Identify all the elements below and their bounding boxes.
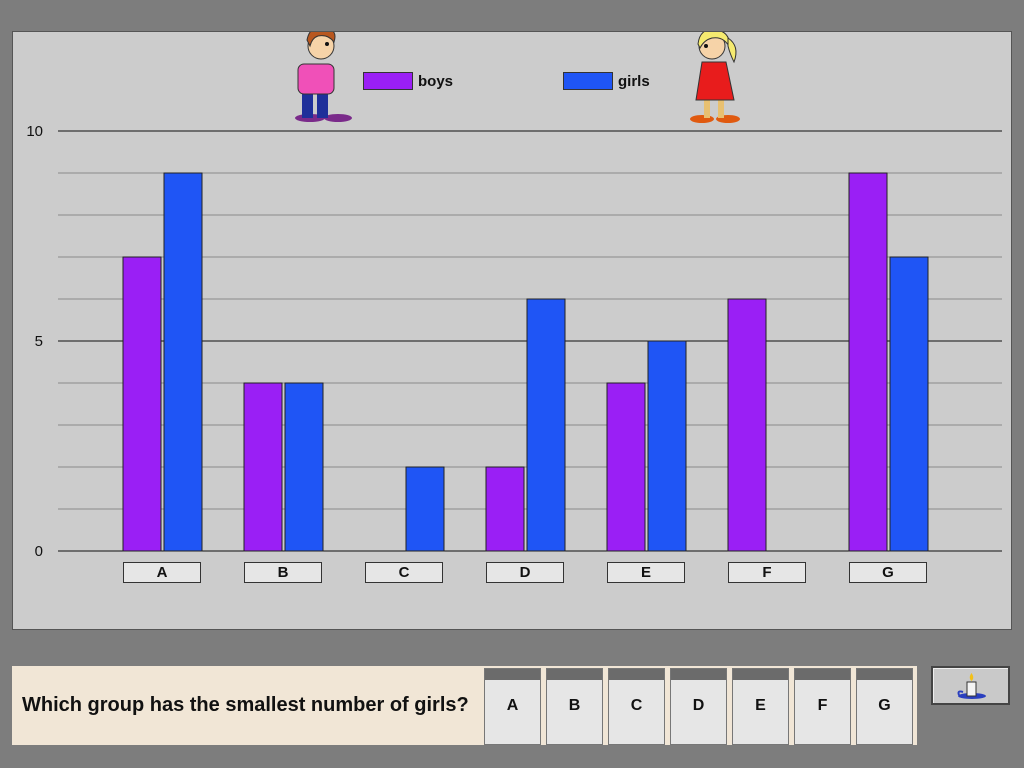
answer-button-f[interactable]: F xyxy=(794,668,851,745)
legend-swatch-boys xyxy=(363,72,413,90)
x-tick-label: D xyxy=(486,562,564,583)
bar-girls-E xyxy=(647,340,687,552)
bar-girls-A xyxy=(163,172,203,552)
y-tick-label: 0 xyxy=(35,543,43,560)
chart-panel: 0 5 10 boys girls A B C D E F G xyxy=(12,31,1012,630)
answer-button-top xyxy=(857,669,912,680)
legend-swatch-girls xyxy=(563,72,613,90)
answer-button-g[interactable]: G xyxy=(856,668,913,745)
bar-boys-A xyxy=(122,256,162,552)
answer-button-top xyxy=(609,669,664,680)
answer-button-label: A xyxy=(506,697,519,714)
answer-button-top xyxy=(485,669,540,680)
bar-girls-C xyxy=(405,466,445,552)
candle-icon xyxy=(957,673,986,699)
x-tick-label: C xyxy=(365,562,443,583)
bar-boys-E xyxy=(606,382,646,552)
y-tick-label: 10 xyxy=(26,123,43,140)
answer-button-a[interactable]: A xyxy=(484,668,541,745)
answer-button-label: G xyxy=(878,697,891,714)
bar-girls-D xyxy=(526,298,566,552)
legend-label-boys: boys xyxy=(418,73,454,90)
legend-label-girls: girls xyxy=(618,73,650,90)
answer-button-top xyxy=(795,669,850,680)
answer-button-label: D xyxy=(692,697,705,714)
answer-button-top xyxy=(733,669,788,680)
question-text: Which group has the smallest number of g… xyxy=(22,694,469,716)
bar-boys-G xyxy=(848,172,888,552)
answer-button-c[interactable]: C xyxy=(608,668,665,745)
answer-button-b[interactable]: B xyxy=(546,668,603,745)
bar-girls-G xyxy=(889,256,929,552)
bar-chart: 0 5 10 xyxy=(26,32,1002,560)
answer-button-top xyxy=(671,669,726,680)
bar-girls-B xyxy=(284,382,324,552)
boy-figure xyxy=(295,32,352,122)
x-tick-label: A xyxy=(123,562,201,583)
bar-boys-D xyxy=(485,466,525,552)
answer-button-d[interactable]: D xyxy=(670,668,727,745)
bar-boys-B xyxy=(243,382,283,552)
answer-button-label: F xyxy=(817,697,828,714)
bar-boys-F xyxy=(727,298,767,552)
girl-figure xyxy=(690,32,740,123)
y-tick-label: 5 xyxy=(35,333,43,350)
x-tick-label: G xyxy=(849,562,927,583)
x-tick-label: B xyxy=(244,562,322,583)
x-tick-label: E xyxy=(607,562,685,583)
answer-button-e[interactable]: E xyxy=(732,668,789,745)
x-tick-label: F xyxy=(728,562,806,583)
answer-button-label: B xyxy=(568,697,581,714)
hint-button[interactable] xyxy=(931,666,1010,705)
answer-button-label: E xyxy=(755,697,766,714)
answer-button-top xyxy=(547,669,602,680)
answer-button-label: C xyxy=(630,697,643,714)
